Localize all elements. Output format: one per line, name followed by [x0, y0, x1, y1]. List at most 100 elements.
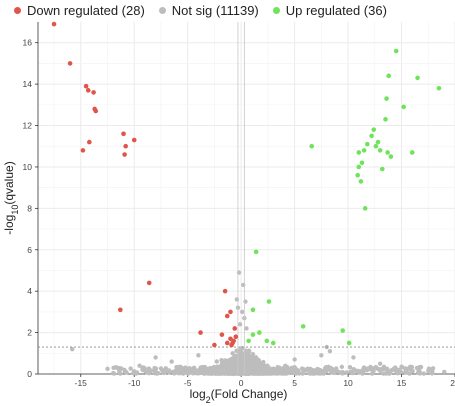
data-point-not-sig	[173, 370, 179, 375]
data-point-not-sig	[201, 369, 206, 375]
data-point-not-sig	[177, 368, 182, 373]
data-point-not-sig	[430, 369, 435, 374]
data-point-not-sig	[369, 371, 375, 376]
data-point-not-sig	[350, 370, 355, 376]
data-point-not-sig	[319, 353, 324, 358]
data-point-not-sig	[70, 346, 75, 352]
data-point-up	[388, 154, 394, 159]
data-point-not-sig	[153, 355, 158, 360]
data-point-up	[359, 160, 365, 166]
data-point-not-sig	[421, 371, 427, 376]
data-point-down	[93, 108, 99, 114]
data-point-not-sig	[244, 326, 249, 331]
legend: Down regulated (28) Not sig (11139) Up r…	[0, 0, 455, 20]
data-point-down	[131, 137, 137, 143]
legend-swatch-down	[14, 6, 21, 14]
data-point-not-sig	[186, 368, 191, 374]
y-tick-label: 4	[27, 286, 32, 296]
data-point-not-sig	[236, 270, 242, 275]
data-point-up	[377, 148, 383, 153]
data-point-not-sig	[163, 366, 169, 371]
data-point-not-sig	[148, 368, 154, 373]
data-point-up	[355, 172, 361, 178]
x-tick-label: -5	[184, 378, 192, 388]
data-point-not-sig	[243, 355, 248, 360]
data-point-not-sig	[214, 368, 219, 373]
data-point-not-sig	[339, 364, 345, 370]
data-point-up	[250, 307, 256, 313]
data-point-up	[415, 75, 420, 81]
data-point-up	[401, 104, 406, 110]
data-point-up	[379, 166, 385, 172]
data-point-not-sig	[417, 371, 423, 376]
data-point-up	[384, 96, 389, 101]
data-point-up	[340, 328, 346, 333]
data-point-not-sig	[351, 355, 356, 360]
data-point-not-sig	[405, 366, 410, 372]
y-tick-label: 6	[27, 245, 32, 255]
data-point-not-sig	[161, 370, 166, 376]
data-point-not-sig	[230, 351, 235, 356]
data-point-up	[369, 133, 374, 139]
data-point-down	[121, 131, 126, 137]
y-tick-label: 0	[27, 369, 32, 379]
data-point-down	[222, 288, 228, 294]
data-point-not-sig	[285, 371, 290, 376]
data-point-not-sig	[219, 358, 224, 363]
data-point-up	[361, 148, 367, 153]
data-point-not-sig	[264, 364, 270, 369]
data-point-not-sig	[318, 368, 323, 373]
data-point-not-sig	[340, 369, 345, 375]
data-point-not-sig	[248, 356, 253, 361]
data-point-up	[358, 179, 364, 184]
data-point-not-sig	[240, 365, 245, 370]
data-point-up	[385, 150, 390, 155]
data-point-not-sig	[385, 367, 390, 372]
x-tick-label: -15	[75, 378, 88, 388]
data-point-not-sig	[220, 366, 225, 371]
data-point-not-sig	[360, 371, 365, 376]
data-point-not-sig	[426, 368, 431, 374]
data-point-not-sig	[365, 366, 370, 371]
legend-label-up: Up regulated (36)	[285, 2, 387, 18]
data-point-down	[87, 139, 92, 145]
data-point-not-sig	[192, 367, 198, 373]
legend-swatch-up	[272, 6, 280, 14]
legend-item-up: Up regulated (36)	[272, 2, 387, 18]
data-point-up	[266, 299, 272, 304]
data-point-not-sig	[240, 369, 245, 375]
data-point-not-sig	[246, 353, 251, 358]
data-point-down	[51, 21, 57, 27]
data-point-not-sig	[255, 369, 260, 374]
data-point-up	[365, 141, 370, 147]
data-point-up	[246, 338, 251, 344]
data-point-not-sig	[299, 366, 305, 371]
data-point-not-sig	[384, 371, 389, 376]
data-point-down	[80, 148, 86, 153]
data-point-not-sig	[378, 368, 383, 374]
data-point-up	[346, 340, 352, 346]
data-point-not-sig	[308, 371, 313, 376]
x-tick-label: 5	[292, 378, 297, 388]
data-point-up	[383, 117, 388, 122]
data-point-not-sig	[373, 365, 379, 370]
data-point-up	[257, 330, 262, 335]
data-point-not-sig	[369, 367, 374, 372]
data-point-not-sig	[234, 297, 240, 302]
data-point-down	[122, 152, 127, 157]
data-point-not-sig	[111, 371, 117, 376]
data-point-up	[409, 150, 415, 155]
data-point-not-sig	[442, 369, 447, 375]
data-point-not-sig	[316, 371, 321, 376]
data-point-down	[118, 307, 123, 313]
data-point-not-sig	[169, 359, 174, 364]
data-point-not-sig	[250, 351, 256, 357]
data-point-not-sig	[228, 364, 234, 369]
data-point-up	[356, 150, 362, 155]
data-point-not-sig	[333, 369, 339, 374]
data-point-not-sig	[313, 371, 318, 376]
data-point-not-sig	[208, 370, 213, 376]
data-point-down	[198, 330, 203, 335]
data-point-not-sig	[377, 361, 383, 366]
data-point-not-sig	[292, 357, 297, 362]
